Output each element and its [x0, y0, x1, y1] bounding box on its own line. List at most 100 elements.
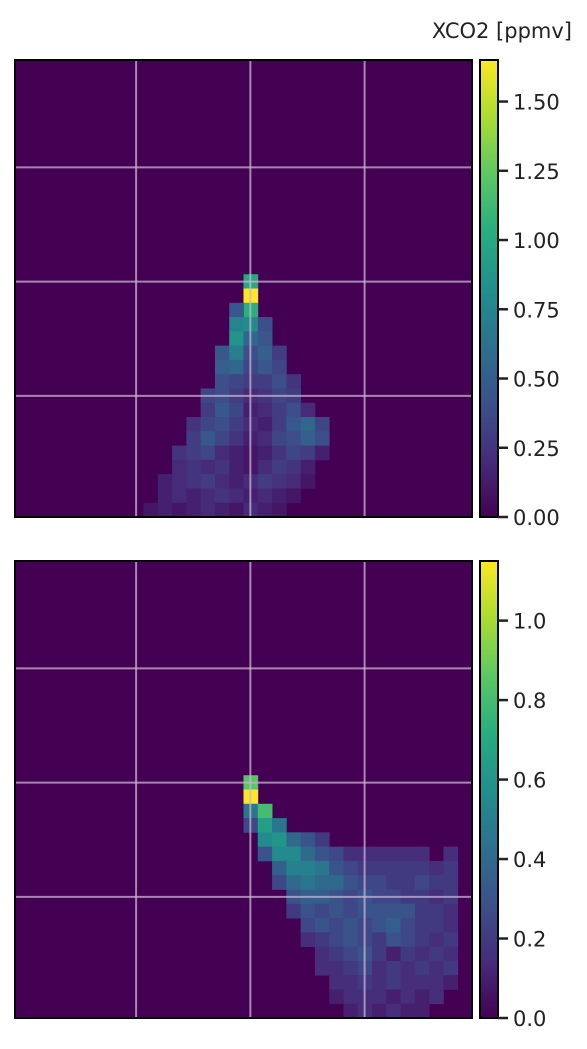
- colorbar-tick-label: 0.50: [513, 368, 560, 392]
- heatmap-cell: [343, 960, 359, 976]
- heatmap-cell: [400, 918, 416, 933]
- heatmap-cell: [300, 417, 316, 432]
- heatmap-cell: [429, 860, 444, 876]
- heatmap-cell: [172, 502, 187, 518]
- heatmap-cell: [400, 875, 416, 890]
- heatmap-cell: [329, 932, 344, 947]
- heatmap-cell: [214, 459, 230, 475]
- heatmap-cell: [186, 474, 202, 489]
- heatmap-cell: [343, 918, 359, 933]
- heatmap-cell: [200, 502, 216, 518]
- heatmap-cell: [229, 474, 244, 489]
- colorbar-tick-label: 0.75: [513, 298, 560, 322]
- colorbar-title: XCO2 [ppmv]: [432, 19, 572, 43]
- heatmap-cell: [257, 345, 273, 361]
- heatmap-cell: [257, 331, 273, 347]
- colorbar-tick-label: 0.25: [513, 437, 560, 461]
- colorbar-tick-label: 0.6: [513, 769, 546, 793]
- heatmap-cell: [372, 1003, 387, 1019]
- heatmap-cell: [286, 488, 302, 504]
- colorbar-tick-label: 0.4: [513, 848, 546, 872]
- heatmap-cell: [443, 960, 459, 976]
- colorbar-frame-bottom: [479, 560, 499, 1019]
- heatmap-cell: [329, 860, 344, 876]
- heatmap-cell: [257, 402, 273, 418]
- heatmap-cell: [314, 832, 330, 848]
- heatmap-cell: [300, 431, 316, 446]
- heatmap-cell: [314, 445, 330, 461]
- heatmap-cell: [400, 860, 416, 876]
- colorbar-gradient-top: [480, 60, 498, 517]
- heatmap-cell: [300, 846, 316, 862]
- heatmap-cell: [300, 459, 316, 475]
- heatmap-cell: [286, 417, 302, 432]
- heatmap-cell: [272, 474, 287, 489]
- heatmap-cell: [229, 431, 244, 446]
- heatmap-cell: [286, 431, 302, 446]
- heatmap-cell: [400, 960, 416, 976]
- heatmap-cell: [272, 818, 287, 833]
- heatmap-cell: [400, 1003, 416, 1019]
- heatmap-cell: [257, 803, 273, 819]
- heatmap-cell: [214, 431, 230, 446]
- heatmap-cell: [300, 918, 316, 933]
- heatmap-cell: [429, 975, 444, 990]
- heatmap-cell: [386, 975, 401, 990]
- heatmap-cell: [172, 445, 187, 461]
- heatmap-cell: [257, 359, 273, 375]
- heatmap-cell: [386, 960, 401, 976]
- heatmap-cell: [386, 989, 401, 1005]
- colorbar-ticks-bottom: 0.0 0.2 0.4 0.6 0.8 1.0: [498, 610, 546, 1031]
- heatmap-cell: [300, 832, 316, 848]
- heatmap-cell: [343, 860, 359, 876]
- heatmap-cell: [257, 488, 273, 504]
- colorbar-tick-label: 0.0: [513, 1007, 546, 1031]
- heatmap-cell: [429, 932, 444, 947]
- heatmap-cell: [286, 832, 302, 848]
- gridlines-top: [15, 60, 472, 517]
- heatmap-cell: [272, 417, 287, 432]
- heatmap-cell: [186, 431, 202, 446]
- heatmap-cell: [186, 488, 202, 504]
- heatmap-cell: [372, 960, 387, 976]
- heatmap-cell: [314, 431, 330, 446]
- heatmap-cell: [443, 875, 459, 890]
- heatmap-cell: [414, 960, 430, 976]
- heatmap-cell: [186, 445, 202, 461]
- heatmap-cell: [343, 846, 359, 862]
- gridlines-bottom: [15, 561, 472, 1018]
- heatmap-cell: [372, 918, 387, 933]
- heatmap-cell: [300, 445, 316, 461]
- colorbar-tick-label: 1.0: [513, 610, 546, 634]
- heatmap-cell: [286, 459, 302, 475]
- heatmap-cell: [343, 946, 359, 962]
- heatmap-cell: [300, 402, 316, 418]
- heatmap-cell: [329, 846, 344, 862]
- heatmap-cell: [257, 832, 273, 848]
- heatmap-cell: [200, 445, 216, 461]
- heatmap-cell: [229, 417, 244, 432]
- heatmap-cell: [172, 488, 187, 504]
- colorbar-bottom: 0.0 0.2 0.4 0.6 0.8 1.0: [479, 560, 546, 1031]
- heatmap-cell: [229, 345, 244, 361]
- heatmap-cell: [229, 459, 244, 475]
- heatmap-cell: [343, 989, 359, 1005]
- heatmap-cell: [272, 459, 287, 475]
- heatmap-cell: [272, 345, 287, 361]
- heatmap-cell: [372, 875, 387, 890]
- heatmap-cell: [186, 502, 202, 518]
- heatmap-cell: [286, 402, 302, 418]
- heatmap-cells-top: [15, 60, 472, 518]
- heatmap-cell: [386, 903, 401, 919]
- heatmap-cell: [200, 431, 216, 446]
- heatmap-cell: [272, 374, 287, 389]
- heatmap-cell: [286, 445, 302, 461]
- heatmap-cell: [414, 860, 430, 876]
- heatmap-cell: [386, 946, 401, 962]
- heatmap-cell: [214, 359, 230, 375]
- heatmap-cell: [186, 417, 202, 432]
- heatmap-cell: [429, 960, 444, 976]
- heatmap-cell: [329, 875, 344, 890]
- heatmap-cell: [343, 1003, 359, 1019]
- heatmap-cell: [414, 932, 430, 947]
